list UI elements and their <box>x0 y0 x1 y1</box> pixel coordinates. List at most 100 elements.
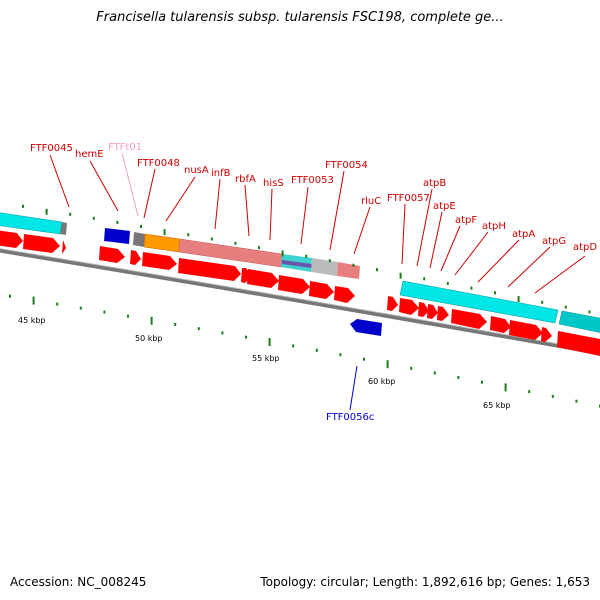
track-tick <box>234 241 237 245</box>
forward-cds-arrow <box>490 316 511 333</box>
track-tick <box>541 300 544 304</box>
gray-feature <box>133 232 145 247</box>
track-tick <box>163 229 166 236</box>
minor-tick <box>197 327 200 331</box>
forward-cds-arrow <box>557 331 600 356</box>
leader-line <box>49 154 70 208</box>
track-tick <box>470 286 473 290</box>
track-tick <box>22 204 24 208</box>
minor-tick <box>528 390 531 394</box>
track-tick <box>376 268 378 272</box>
track-tick <box>423 277 426 281</box>
leader-line <box>534 255 586 294</box>
gene-label-ftf0045: FTF0045 <box>30 143 73 154</box>
orange-feature <box>143 233 181 253</box>
forward-cds-arrow <box>541 327 552 342</box>
scale-label: 65 kbp <box>483 401 511 410</box>
track-tick <box>187 233 190 237</box>
major-tick <box>386 360 389 369</box>
scale-label: 60 kbp <box>368 377 396 386</box>
leader-line <box>416 188 433 267</box>
gene-label-atpb: atpB <box>423 178 446 189</box>
leader-line <box>214 178 221 230</box>
leader-line <box>440 225 461 272</box>
gene-label-nusa: nusA <box>184 165 209 176</box>
major-tick <box>32 296 35 305</box>
track-tick <box>446 281 449 285</box>
forward-cds-arrow <box>437 306 449 321</box>
minor-tick <box>221 331 224 335</box>
leader-line <box>507 246 551 288</box>
gene-label-heme: hemE <box>75 149 104 160</box>
accession-text: Accession: NC_008245 <box>10 575 147 589</box>
forward-cds-arrow <box>241 268 252 283</box>
map-title: Francisella tularensis subsp. tularensis… <box>96 10 504 25</box>
minor-tick <box>292 344 295 348</box>
minor-tick <box>410 366 413 370</box>
forward-cds-arrow <box>309 281 334 299</box>
minor-tick <box>127 314 129 318</box>
forward-cds-arrow <box>387 296 398 311</box>
leader-line <box>121 152 139 217</box>
leader-line <box>244 184 250 237</box>
forward-cds-arrow <box>142 252 177 270</box>
forward-cds-arrow <box>418 302 429 317</box>
forward-cds-arrow <box>334 286 355 303</box>
scale-labels: 45 kbp 50 kbp 55 kbp 60 kbp 65 kbp <box>18 316 511 410</box>
track-tick <box>564 305 567 309</box>
track-tick <box>517 296 520 302</box>
forward-cds-arrow <box>278 275 310 294</box>
track-tick <box>45 208 48 215</box>
major-tick <box>268 338 271 346</box>
track-tick <box>588 310 591 314</box>
minor-tick <box>481 380 483 384</box>
leader-line <box>269 188 273 241</box>
gene-labels: FTF0045 hemE FTFt01 FTF0048 nusA infB rb… <box>30 142 597 423</box>
scale-label: 50 kbp <box>135 334 163 343</box>
minor-tick <box>363 357 365 361</box>
gene-label-leaders <box>49 152 586 411</box>
gene-label-atpf: atpF <box>455 215 477 226</box>
track-tick <box>210 237 213 241</box>
scale-ticks <box>9 294 600 408</box>
gray-feature <box>60 222 67 235</box>
forward-cds-arrow <box>451 309 487 329</box>
track-tick <box>328 259 331 263</box>
minor-tick <box>315 348 318 352</box>
forward-cds-arrow <box>399 298 419 315</box>
salmon-feature <box>337 262 360 279</box>
minor-tick <box>79 306 82 310</box>
leader-line <box>89 160 119 212</box>
track-tick <box>116 220 119 224</box>
leader-line <box>300 186 309 245</box>
forward-cds-arrow <box>427 304 438 319</box>
minor-tick <box>174 323 177 326</box>
gene-label-atpg: atpG <box>542 236 566 247</box>
gene-label-ftf0056c: FTF0056c <box>326 412 374 423</box>
leader-line <box>454 231 489 276</box>
leader-line <box>477 239 520 283</box>
scale-label: 55 kbp <box>252 354 280 363</box>
track-tick <box>69 212 72 216</box>
gene-label-ftf0048: FTF0048 <box>137 158 180 169</box>
topology-summary: Topology: circular; Length: 1,892,616 bp… <box>260 575 590 589</box>
minor-tick <box>433 371 436 375</box>
forward-cds-arrow <box>0 230 23 248</box>
gene-label-infb: infB <box>211 168 231 179</box>
track-tick <box>352 263 355 267</box>
reverse-cds-arrow <box>350 319 382 336</box>
minor-tick <box>56 302 59 306</box>
leader-line <box>329 170 345 251</box>
gene-label-atph: atpH <box>482 221 506 232</box>
major-tick <box>504 383 507 392</box>
purple-feature <box>282 260 312 268</box>
teal-feature <box>558 310 600 333</box>
leader-line <box>349 365 358 411</box>
gene-label-ftft01: FTFt01 <box>108 142 142 153</box>
gene-label-atpa: atpA <box>512 229 535 240</box>
gene-label-atpd: atpD <box>573 242 597 253</box>
gene-label-rluc: rluC <box>361 196 381 207</box>
minor-tick <box>245 335 247 339</box>
gene-label-hiss: hisS <box>263 178 284 189</box>
minor-tick <box>9 294 11 298</box>
